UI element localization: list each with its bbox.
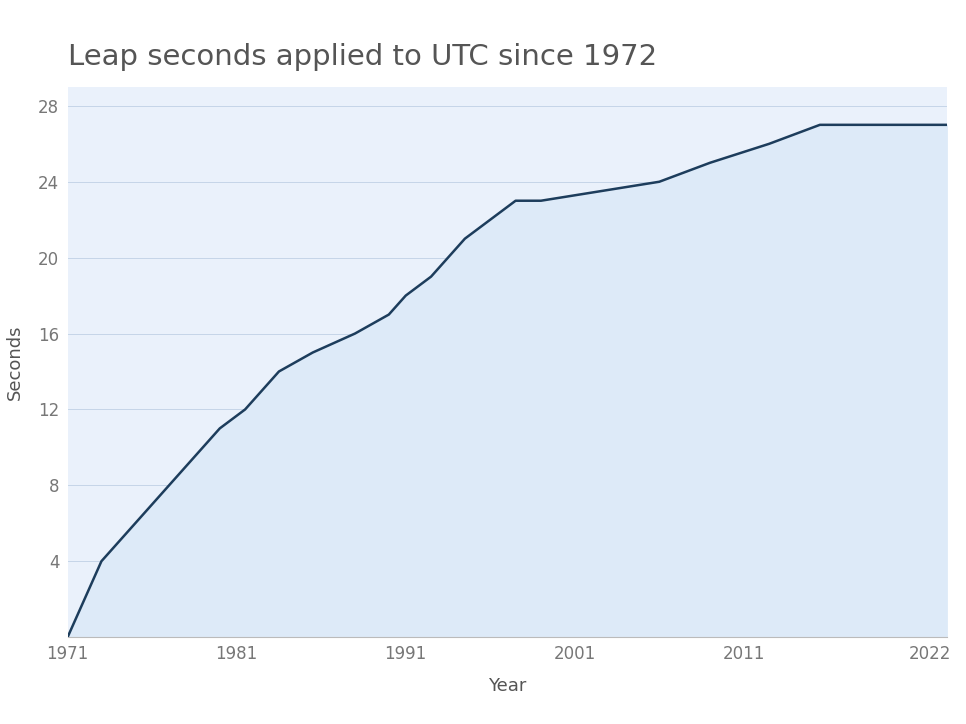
Y-axis label: Seconds: Seconds bbox=[6, 324, 24, 400]
X-axis label: Year: Year bbox=[488, 678, 526, 695]
Text: Leap seconds applied to UTC since 1972: Leap seconds applied to UTC since 1972 bbox=[68, 43, 657, 71]
